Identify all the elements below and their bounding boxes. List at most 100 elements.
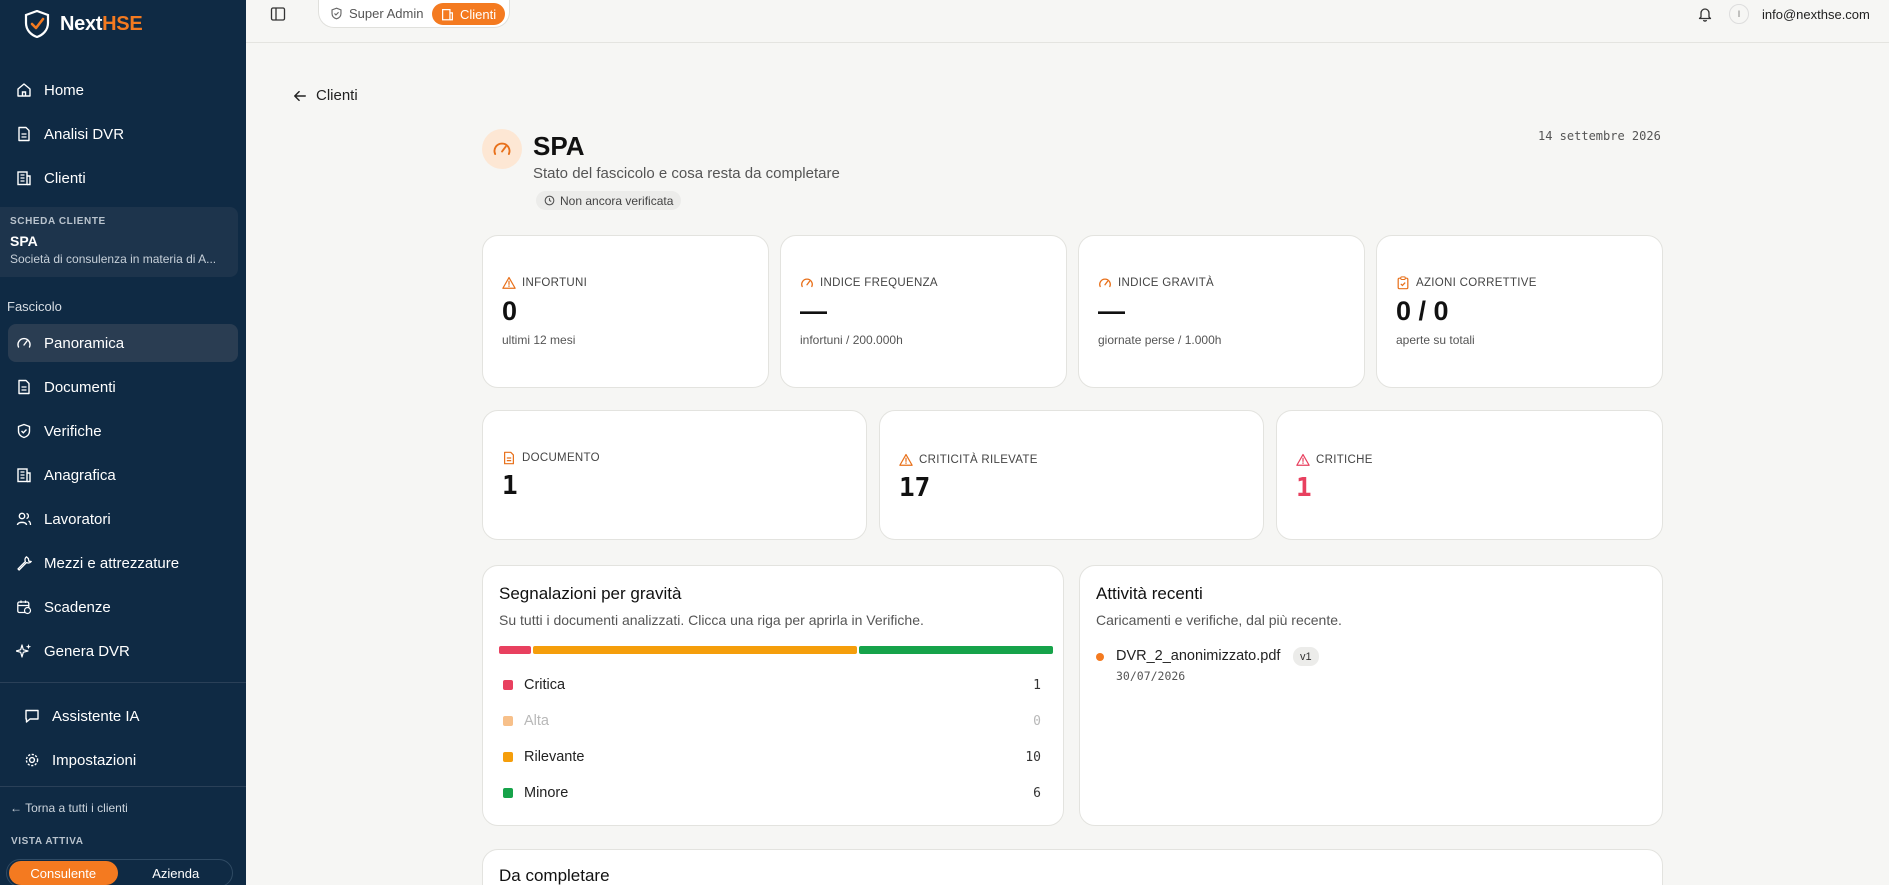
nav-item-scadenze[interactable]: Scadenze <box>8 588 238 626</box>
kpi-card-infortuni[interactable]: INFORTUNI 0 ultimi 12 mesi <box>482 235 769 388</box>
nav-item-genera-dvr[interactable]: Genera DVR <box>8 632 238 670</box>
kpi-subtext: giornate perse / 1.000h <box>1098 333 1222 347</box>
kpi-value: 1 <box>1296 473 1312 503</box>
crumb-clienti[interactable]: Clienti <box>432 3 506 25</box>
version-badge: v1 <box>1293 647 1319 666</box>
sidebar-toggle-icon[interactable] <box>270 6 286 22</box>
vista-attiva-label: VISTA ATTIVA <box>11 836 84 847</box>
vista-option-azienda[interactable]: Azienda <box>152 865 200 881</box>
nav-item-lavoratori[interactable]: Lavoratori <box>8 500 238 538</box>
message-square-icon <box>24 708 40 724</box>
kpi-card-azioni-correttive[interactable]: AZIONI CORRETTIVE 0 / 0 aperte su totali <box>1376 235 1663 388</box>
nav-item-label: Lavoratori <box>44 510 111 528</box>
kpi-card-criticita-rilevate[interactable]: CRITICITÀ RILEVATE 17 <box>879 410 1264 540</box>
activity-date: 30/07/2026 <box>1116 669 1186 683</box>
shield-check-icon <box>16 423 32 439</box>
brand-name: NextHSE <box>60 12 143 35</box>
file-text-icon <box>16 379 32 395</box>
nav-item-impostazioni[interactable]: Impostazioni <box>16 741 238 779</box>
crumb-super-admin[interactable]: Super Admin <box>330 6 423 21</box>
kpi-label: INDICE FREQUENZA <box>800 276 938 290</box>
page-title: SPA <box>533 131 585 161</box>
brand-logo[interactable]: NextHSE <box>24 10 143 38</box>
severity-panel: Segnalazioni per gravità Su tutti i docu… <box>482 565 1064 826</box>
client-description: Società di consulenza in materia di A... <box>10 252 217 266</box>
gear-icon <box>24 752 40 768</box>
wrench-icon <box>16 555 32 571</box>
user-email[interactable]: info@nexthse.com <box>1762 7 1870 22</box>
gauge-icon <box>482 129 522 169</box>
severity-color-dot <box>503 788 513 798</box>
severity-panel-title: Segnalazioni per gravità <box>499 584 682 603</box>
alert-triangle-icon <box>502 276 516 289</box>
crumb-clienti-label: Clienti <box>460 6 497 22</box>
severity-bar-segment <box>499 646 531 654</box>
users-icon <box>16 511 32 527</box>
back-to-clienti-link[interactable]: Clienti <box>293 87 358 104</box>
kpi-label: AZIONI CORRETTIVE <box>1396 276 1537 290</box>
severity-row-minore[interactable]: Minore 6 <box>503 783 1041 803</box>
todo-panel: Da completare <box>482 849 1663 885</box>
nav-item-clienti[interactable]: Clienti <box>8 159 238 197</box>
status-badge: Non ancora verificata <box>536 191 682 210</box>
nav-item-analisi-dvr[interactable]: Analisi DVR <box>8 115 238 153</box>
back-to-all-clients-link[interactable]: ← Torna a tutti i clienti <box>10 801 128 815</box>
severity-label: Alta <box>524 713 549 729</box>
sidebar: NextHSE Home Analisi DVR Clienti SCHEDA … <box>0 0 246 885</box>
kpi-label: INDICE GRAVITÀ <box>1098 276 1214 290</box>
activity-panel-description: Caricamenti e verifiche, dal più recente… <box>1096 612 1342 628</box>
severity-count: 0 <box>1033 713 1041 729</box>
nav-item-label: Impostazioni <box>52 751 137 769</box>
gauge-icon <box>16 335 32 351</box>
kpi-card-critiche[interactable]: CRITICHE 1 <box>1276 410 1663 540</box>
page-date: 14 settembre 2026 <box>1538 129 1661 143</box>
severity-count: 1 <box>1033 677 1041 693</box>
severity-panel-description: Su tutti i documenti analizzati. Clicca … <box>499 612 924 628</box>
kpi-value: 0 / 0 <box>1396 296 1449 326</box>
activity-file-name[interactable]: DVR_2_anonimizzato.pdf <box>1116 648 1281 664</box>
client-card[interactable]: SCHEDA CLIENTE SPA Società di consulenza… <box>0 207 238 277</box>
kpi-subtext: aperte su totali <box>1396 333 1475 347</box>
avatar[interactable]: I <box>1729 4 1749 24</box>
severity-color-dot <box>503 752 513 762</box>
kpi-card-indice-gravita[interactable]: INDICE GRAVITÀ — giornate perse / 1.000h <box>1078 235 1365 388</box>
nav-item-assistente-ia[interactable]: Assistente IA <box>16 697 238 735</box>
severity-row-critica[interactable]: Critica 1 <box>503 675 1041 695</box>
nav-item-verifiche[interactable]: Verifiche <box>8 412 238 450</box>
sidebar-divider <box>0 786 246 787</box>
shield-check-icon <box>331 7 342 20</box>
building-icon <box>16 467 32 483</box>
severity-label: Rilevante <box>524 749 585 765</box>
nav-item-label: Assistente IA <box>52 707 140 725</box>
severity-distribution-bar <box>499 646 1053 654</box>
severity-row-rilevante[interactable]: Rilevante 10 <box>503 747 1041 767</box>
nav-item-label: Verifiche <box>44 422 102 440</box>
arrow-left-icon <box>294 90 306 101</box>
nav-item-label: Home <box>44 81 85 99</box>
vista-option-consulente[interactable]: Consulente <box>9 861 118 885</box>
kpi-card-documento[interactable]: DOCUMENTO 1 <box>482 410 867 540</box>
nav-item-anagrafica[interactable]: Anagrafica <box>8 456 238 494</box>
severity-row-alta[interactable]: Alta 0 <box>503 711 1041 731</box>
severity-bar-segment <box>533 646 857 654</box>
kpi-label: INFORTUNI <box>502 276 587 290</box>
nav-item-home[interactable]: Home <box>8 71 238 109</box>
nav-item-label: Analisi DVR <box>44 125 125 143</box>
nav-item-documenti[interactable]: Documenti <box>8 368 238 406</box>
nav-item-mezzi-attrezzature[interactable]: Mezzi e attrezzature <box>8 544 238 582</box>
bell-icon[interactable] <box>1697 6 1713 22</box>
kpi-label: CRITICHE <box>1296 453 1373 467</box>
severity-color-dot <box>503 716 513 726</box>
nav-item-panoramica[interactable]: Panoramica <box>8 324 238 362</box>
clock-icon <box>544 195 555 206</box>
nav-item-label: Panoramica <box>44 334 125 352</box>
nav-item-label: Clienti <box>44 169 86 187</box>
kpi-card-indice-frequenza[interactable]: INDICE FREQUENZA — infortuni / 200.000h <box>780 235 1067 388</box>
back-link-label: Clienti <box>316 87 358 104</box>
sparkles-icon <box>16 643 32 659</box>
todo-panel-title: Da completare <box>499 866 610 885</box>
gauge-icon <box>1099 278 1111 288</box>
severity-count: 6 <box>1033 785 1041 801</box>
kpi-value: 0 <box>502 296 518 326</box>
home-icon <box>16 82 32 98</box>
